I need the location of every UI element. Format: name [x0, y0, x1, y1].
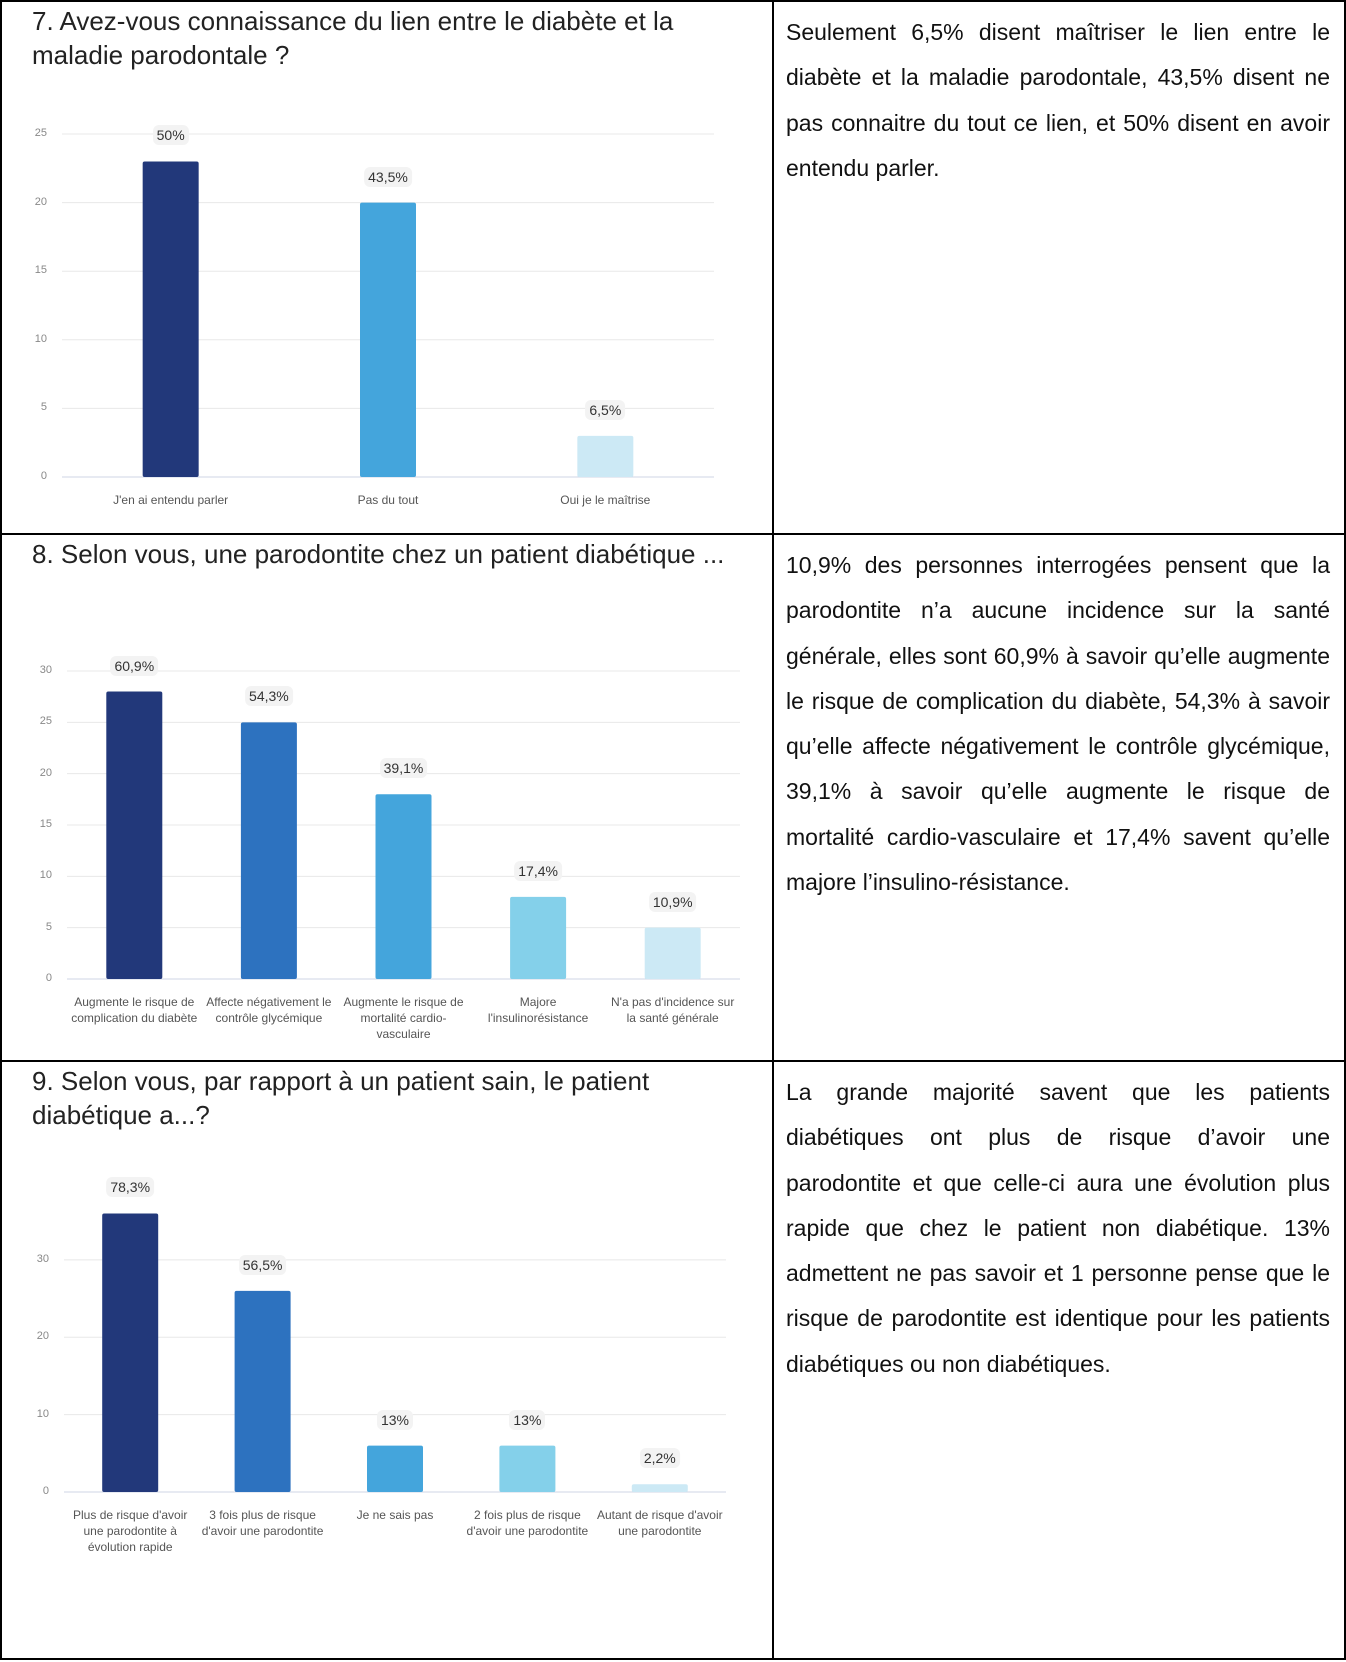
y-tick-label: 30 — [39, 664, 52, 676]
bar — [102, 1213, 159, 1492]
value-label: 17,4% — [514, 860, 562, 881]
chart-cell: 9. Selon vous, par rapport à un patient … — [0, 1060, 774, 1660]
y-tick-label: 10 — [39, 869, 52, 882]
value-label: 78,3% — [106, 1177, 155, 1198]
x-tick-label: Majore l'insulinorésistance — [487, 995, 589, 1025]
y-tick-label: 10 — [36, 1407, 49, 1420]
value-label: 43,5% — [364, 166, 412, 187]
bar — [360, 202, 416, 477]
bar — [577, 435, 634, 477]
x-tick-label: N'a pas d'incidence sur la santé général… — [611, 995, 735, 1025]
y-tick-label: 5 — [45, 920, 52, 933]
bar — [240, 722, 297, 979]
value-label: 13% — [509, 1409, 546, 1430]
x-tick-label: Plus de risque d'avoir une parodontite à… — [73, 1508, 188, 1554]
value-label: 13% — [376, 1409, 414, 1430]
value-label: 10,9% — [648, 891, 697, 912]
chart-cell: 8. Selon vous, une parodontite chez un p… — [0, 533, 774, 1062]
y-tick-label: 20 — [34, 195, 47, 208]
paragraph: 10,9% des personnes interrogées pensent … — [786, 552, 1330, 896]
text-cell: La grande majorité savent que les patien… — [772, 1060, 1346, 1660]
x-tick-label: Augmente le risque de complication du di… — [71, 995, 198, 1025]
y-tick-label: 15 — [39, 818, 52, 830]
chart-title: 9. Selon vous, par rapport à un patient … — [32, 1066, 650, 1130]
x-tick-label: Affecte négativement le contrôle glycémi… — [206, 995, 332, 1025]
paragraph: La grande majorité savent que les patien… — [786, 1079, 1330, 1377]
chart — [62, 133, 714, 478]
y-tick-label: 10 — [34, 332, 47, 345]
bar — [510, 896, 567, 979]
value-label: 2,2% — [639, 1448, 680, 1469]
x-tick-label: Pas du tout — [357, 493, 419, 507]
chart-title: 8. Selon vous, une parodontite chez un p… — [32, 539, 725, 569]
bar — [367, 1445, 423, 1492]
y-tick-label: 15 — [34, 264, 47, 277]
y-tick-label: 20 — [36, 1330, 49, 1343]
paragraph: Seulement 6,5% disent maîtriser le lien … — [786, 19, 1330, 181]
text-cell: 10,9% des personnes interrogées pensent … — [772, 533, 1346, 1062]
value-label: 39,1% — [379, 758, 428, 779]
x-tick-label: Oui je le maîtrise — [560, 493, 651, 507]
y-tick-label: 0 — [40, 470, 47, 482]
y-tick-label: 0 — [42, 1485, 49, 1497]
value-label: 60,9% — [110, 655, 159, 676]
bar — [234, 1290, 291, 1492]
x-tick-label: Augmente le risque de mortalité cardio-v… — [343, 995, 464, 1041]
chart-cell: 7. Avez-vous connaissance du lien entre … — [0, 0, 774, 535]
x-tick-label: J'en ai entendu parler — [113, 493, 229, 507]
x-tick-label: Autant de risque d'avoir une parodontite — [596, 1508, 723, 1538]
bar — [142, 161, 199, 477]
chart — [64, 1213, 726, 1493]
y-tick-label: 30 — [36, 1252, 49, 1265]
value-label: 6,5% — [585, 399, 626, 420]
bar — [631, 1484, 688, 1492]
x-tick-label: 2 fois plus de risque d'avoir une parodo… — [466, 1508, 589, 1538]
value-label: 50% — [152, 125, 189, 146]
text-cell: Seulement 6,5% disent maîtriser le lien … — [772, 0, 1346, 535]
x-tick-label: Je ne sais pas — [356, 1508, 434, 1522]
y-tick-label: 0 — [45, 972, 52, 984]
bar — [499, 1445, 556, 1492]
chart-title: 7. Avez-vous connaissance du lien entre … — [32, 6, 674, 70]
y-tick-label: 25 — [34, 127, 47, 139]
x-tick-label: 3 fois plus de risque d'avoir une parodo… — [201, 1508, 324, 1538]
y-tick-label: 25 — [39, 715, 52, 728]
value-label: 54,3% — [245, 686, 293, 707]
bar — [644, 927, 701, 979]
y-tick-label: 20 — [39, 766, 52, 779]
bar — [375, 794, 432, 979]
value-label: 56,5% — [238, 1254, 287, 1275]
y-tick-label: 5 — [40, 401, 47, 414]
bar — [106, 691, 163, 979]
chart — [67, 670, 740, 980]
